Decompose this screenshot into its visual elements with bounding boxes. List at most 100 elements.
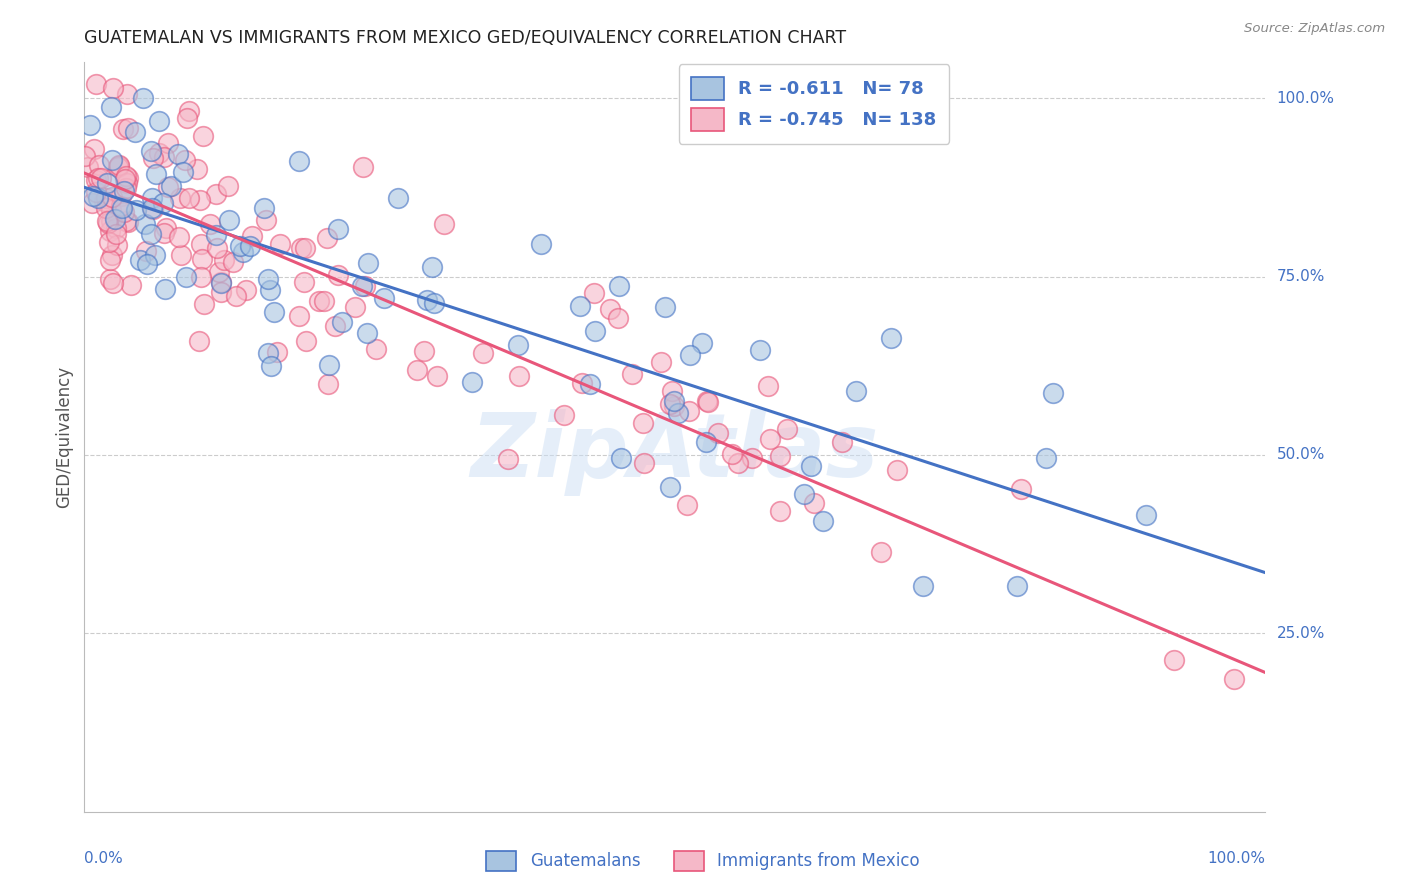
Point — [218, 212, 240, 227]
Point — [316, 231, 339, 245]
Legend: Guatemalans, Immigrants from Mexico: Guatemalans, Immigrants from Mexico — [478, 842, 928, 880]
Point — [472, 346, 495, 360]
Point — [129, 252, 152, 267]
Point — [295, 334, 318, 348]
Text: 50.0%: 50.0% — [1277, 448, 1324, 462]
Point — [312, 293, 335, 308]
Text: GUATEMALAN VS IMMIGRANTS FROM MEXICO GED/EQUIVALENCY CORRELATION CHART: GUATEMALAN VS IMMIGRANTS FROM MEXICO GED… — [84, 29, 846, 47]
Point — [325, 319, 347, 334]
Point — [148, 145, 170, 160]
Point — [173, 165, 195, 179]
Point — [79, 118, 101, 132]
Point — [631, 416, 654, 430]
Point — [356, 326, 378, 340]
Point — [330, 314, 353, 328]
Point — [100, 214, 122, 228]
Point — [508, 369, 530, 384]
Point — [209, 275, 232, 289]
Point — [100, 190, 122, 204]
Point — [141, 191, 163, 205]
Point — [326, 221, 349, 235]
Point — [86, 191, 108, 205]
Point — [413, 344, 436, 359]
Point — [659, 397, 682, 411]
Text: ZipAtlas: ZipAtlas — [471, 409, 879, 496]
Point — [343, 301, 366, 315]
Point — [269, 237, 291, 252]
Point — [1223, 672, 1246, 686]
Point — [664, 399, 686, 413]
Point — [288, 310, 311, 324]
Point — [387, 191, 409, 205]
Point — [94, 191, 117, 205]
Point — [373, 291, 395, 305]
Point — [209, 276, 232, 290]
Point — [103, 81, 125, 95]
Point — [661, 384, 683, 398]
Point — [831, 435, 853, 450]
Point — [110, 189, 132, 203]
Point — [208, 265, 231, 279]
Point — [190, 269, 212, 284]
Point — [100, 100, 122, 114]
Point — [721, 447, 744, 461]
Point — [84, 77, 107, 91]
Point — [426, 369, 449, 384]
Point — [135, 257, 157, 271]
Point — [759, 432, 782, 446]
Point — [266, 344, 288, 359]
Point — [695, 434, 717, 449]
Point — [800, 459, 823, 474]
Point — [229, 239, 252, 253]
Point — [582, 285, 605, 300]
Point — [235, 283, 257, 297]
Point — [678, 403, 700, 417]
Point — [460, 376, 482, 390]
Point — [139, 144, 162, 158]
Point — [406, 362, 429, 376]
Point — [177, 191, 200, 205]
Point — [84, 173, 107, 187]
Point — [143, 248, 166, 262]
Point — [225, 289, 247, 303]
Text: 0.0%: 0.0% — [84, 851, 124, 865]
Point — [82, 189, 104, 203]
Point — [599, 301, 621, 316]
Point — [579, 377, 602, 392]
Point — [290, 241, 312, 255]
Point — [87, 170, 110, 185]
Point — [326, 268, 349, 282]
Text: 100.0%: 100.0% — [1277, 91, 1334, 105]
Point — [169, 191, 191, 205]
Point — [87, 158, 110, 172]
Point — [100, 203, 122, 218]
Point — [260, 359, 283, 373]
Point — [420, 260, 443, 274]
Point — [96, 202, 118, 216]
Point — [125, 202, 148, 217]
Point — [90, 170, 112, 185]
Point — [152, 196, 174, 211]
Point — [756, 379, 779, 393]
Point — [167, 147, 190, 161]
Point — [107, 160, 129, 174]
Point — [352, 161, 374, 175]
Point — [811, 514, 834, 528]
Point — [152, 150, 174, 164]
Point — [257, 346, 280, 360]
Point — [318, 376, 340, 391]
Point — [1042, 386, 1064, 401]
Point — [135, 244, 157, 259]
Point — [769, 449, 792, 463]
Point — [675, 498, 697, 512]
Point — [157, 180, 180, 194]
Point — [254, 213, 277, 227]
Point — [1007, 580, 1029, 594]
Point — [153, 226, 176, 240]
Point — [141, 227, 163, 242]
Point — [354, 279, 377, 293]
Point — [190, 237, 212, 252]
Point — [115, 169, 138, 183]
Point — [190, 194, 212, 208]
Point — [803, 496, 825, 510]
